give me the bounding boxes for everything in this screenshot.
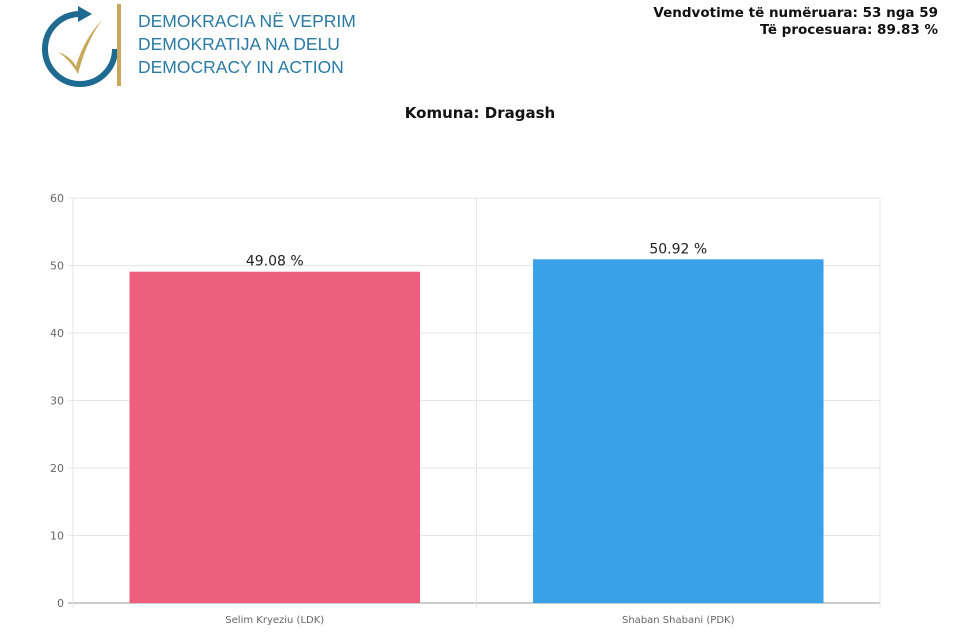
processed-percent: Të procesuara: 89.83 % <box>760 22 938 38</box>
org-name: DEMOKRACIA NË VEPRIM DEMOKRATIJA NA DELU… <box>138 10 356 79</box>
bar <box>129 271 421 603</box>
y-tick-label: 30 <box>50 395 64 408</box>
y-tick-label: 50 <box>50 260 64 273</box>
data-label: 50.92 % <box>649 241 707 257</box>
y-tick-label: 20 <box>50 462 64 475</box>
org-line: DEMOKRATIJA NA DELU <box>138 34 340 54</box>
y-tick-label: 0 <box>57 597 64 610</box>
y-tick-label: 40 <box>50 327 64 340</box>
org-line: DEMOKRACIA NË VEPRIM <box>138 11 356 31</box>
counted-stations: Vendvotime të numëruara: 53 nga 59 <box>653 5 938 21</box>
logo <box>42 4 121 87</box>
chart-title: Komuna: Dragash <box>404 104 556 122</box>
x-tick-label: Selim Kryeziu (LDK) <box>225 615 324 626</box>
org-line: DEMOCRACY IN ACTION <box>138 57 344 77</box>
x-tick-label: Shaban Shabani (PDK) <box>622 615 735 626</box>
y-tick-label: 10 <box>50 530 64 543</box>
bar <box>532 259 824 603</box>
data-label: 49.08 % <box>246 254 304 270</box>
y-tick-label: 60 <box>50 192 64 205</box>
stats: Vendvotime të numëruara: 53 nga 59 Të pr… <box>653 5 938 39</box>
